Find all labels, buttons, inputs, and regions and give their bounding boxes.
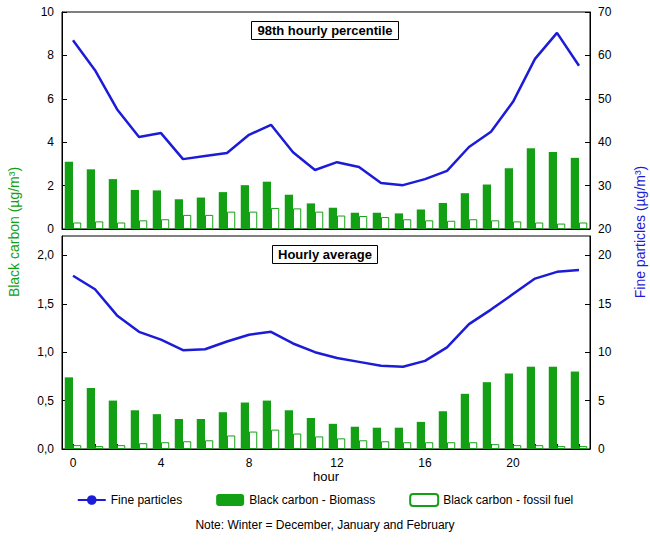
svg-text:2,0: 2,0 xyxy=(37,248,54,262)
svg-text:30: 30 xyxy=(598,179,612,193)
svg-text:0: 0 xyxy=(47,222,54,236)
svg-text:10: 10 xyxy=(41,5,55,19)
svg-text:2: 2 xyxy=(47,179,54,193)
svg-text:4: 4 xyxy=(47,135,54,149)
svg-text:10: 10 xyxy=(598,345,612,359)
svg-text:20: 20 xyxy=(598,248,612,262)
svg-text:Hourly average: Hourly average xyxy=(278,247,372,262)
svg-text:4: 4 xyxy=(158,456,165,470)
svg-text:50: 50 xyxy=(598,92,612,106)
svg-text:1,5: 1,5 xyxy=(37,297,54,311)
svg-text:60: 60 xyxy=(598,48,612,62)
svg-text:98th hourly percentile: 98th hourly percentile xyxy=(257,23,392,38)
svg-text:Note: Winter = December, Janua: Note: Winter = December, January and Feb… xyxy=(195,518,454,532)
svg-text:0: 0 xyxy=(70,456,77,470)
svg-text:8: 8 xyxy=(47,48,54,62)
svg-text:8: 8 xyxy=(246,456,253,470)
svg-text:0,5: 0,5 xyxy=(37,394,54,408)
svg-text:0,0: 0,0 xyxy=(37,442,54,456)
svg-text:16: 16 xyxy=(418,456,432,470)
svg-text:15: 15 xyxy=(598,297,612,311)
svg-text:Black carbon (µg/m³): Black carbon (µg/m³) xyxy=(6,167,22,297)
svg-text:Fine particles: Fine particles xyxy=(111,493,182,507)
svg-text:hour: hour xyxy=(313,469,340,484)
svg-text:12: 12 xyxy=(330,456,344,470)
svg-text:20: 20 xyxy=(506,456,520,470)
svg-text:5: 5 xyxy=(598,394,605,408)
svg-text:Black carbon - fossil fuel: Black carbon - fossil fuel xyxy=(443,493,573,507)
svg-text:6: 6 xyxy=(47,92,54,106)
svg-text:0: 0 xyxy=(598,442,605,456)
svg-text:40: 40 xyxy=(598,135,612,149)
svg-text:70: 70 xyxy=(598,5,612,19)
svg-text:Black carbon - Biomass: Black carbon - Biomass xyxy=(249,493,375,507)
svg-text:1,0: 1,0 xyxy=(37,345,54,359)
svg-text:20: 20 xyxy=(598,222,612,236)
svg-text:Fine particles (µg/m³): Fine particles (µg/m³) xyxy=(632,166,648,299)
